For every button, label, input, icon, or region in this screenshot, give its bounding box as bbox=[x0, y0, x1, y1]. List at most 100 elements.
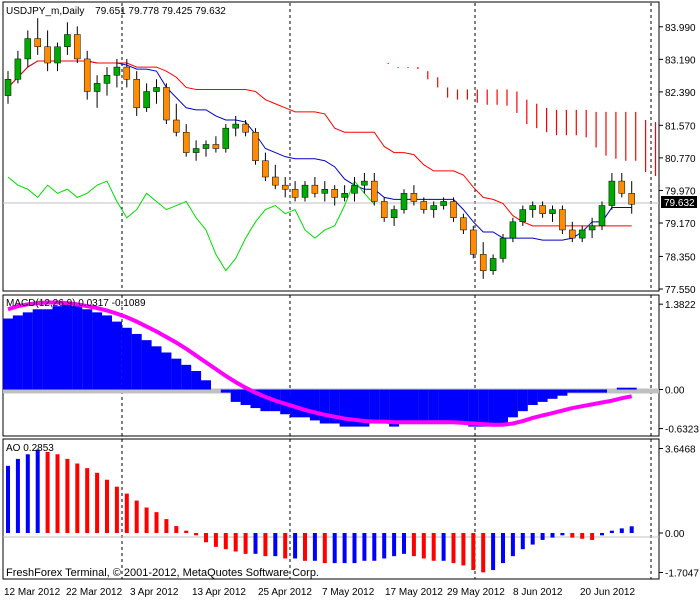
macd-bar bbox=[438, 389, 449, 421]
ao-bar bbox=[223, 533, 228, 550]
ao-bar bbox=[580, 533, 585, 539]
candle-body bbox=[14, 58, 22, 80]
macd-bar bbox=[82, 309, 93, 390]
ao-bar bbox=[65, 458, 70, 533]
price-tick-label: 83.990 bbox=[665, 23, 696, 34]
price-tick-label: 83.190 bbox=[665, 55, 696, 66]
candle-body bbox=[390, 209, 398, 218]
macd-bar bbox=[359, 389, 370, 427]
macd-bar bbox=[300, 389, 310, 418]
macd-bar bbox=[488, 389, 499, 427]
candle-body bbox=[380, 201, 388, 218]
ao-bar bbox=[213, 533, 218, 547]
price-tick-label: 82.390 bbox=[665, 88, 696, 99]
ao-bar bbox=[303, 533, 307, 561]
ao-bar bbox=[85, 468, 90, 533]
macd-bar bbox=[131, 333, 142, 390]
ao-bar bbox=[263, 533, 268, 557]
macd-bar bbox=[12, 315, 23, 390]
ao-bar bbox=[243, 533, 248, 554]
macd-bar bbox=[389, 389, 400, 427]
ao-bar bbox=[570, 533, 575, 538]
ichimoku-cloud bbox=[387, 63, 657, 177]
main-panel-frame bbox=[2, 1, 660, 292]
ao-bar bbox=[520, 533, 525, 550]
indicator-tick-label: 0.00 bbox=[665, 529, 685, 540]
macd-bar bbox=[22, 312, 33, 390]
ao-bar bbox=[184, 530, 189, 533]
ao-bar bbox=[530, 533, 535, 545]
macd-bar bbox=[141, 340, 152, 390]
candle-body bbox=[598, 205, 606, 227]
candle-body bbox=[509, 221, 517, 239]
date-tick-label: 7 May 2012 bbox=[322, 587, 375, 598]
date-tick-label: 3 Apr 2012 bbox=[130, 587, 179, 598]
indicator-tick-label: 3.6468 bbox=[665, 445, 696, 456]
candle-body bbox=[628, 193, 635, 205]
ao-bar bbox=[154, 512, 159, 533]
candle-body bbox=[74, 34, 81, 60]
price-tick-label: 79.970 bbox=[665, 186, 696, 197]
ao-bar bbox=[619, 528, 624, 533]
candle-body bbox=[93, 83, 101, 92]
ao-bar bbox=[322, 533, 327, 564]
candle-body bbox=[371, 180, 378, 202]
ao-bar bbox=[144, 507, 149, 533]
macd-bar bbox=[517, 389, 528, 412]
macd-bar bbox=[428, 389, 439, 421]
macd-bar bbox=[309, 389, 320, 421]
ichimoku-lines bbox=[7, 60, 632, 272]
date-tick-label: 12 Mar 2012 bbox=[4, 587, 61, 598]
ao-histogram bbox=[6, 449, 634, 573]
price-tick-label: 78.350 bbox=[665, 252, 696, 263]
macd-bar bbox=[32, 309, 43, 390]
macd-bar bbox=[240, 389, 251, 405]
candle-body bbox=[83, 58, 91, 92]
candle-body bbox=[470, 229, 477, 255]
macd-bar bbox=[448, 389, 459, 424]
ao-bar bbox=[372, 533, 377, 561]
macd-bar bbox=[577, 389, 588, 393]
macd-bar bbox=[191, 371, 202, 390]
macd-signal-line bbox=[7, 300, 633, 427]
ao-bar bbox=[55, 454, 60, 533]
ao-bar bbox=[540, 533, 545, 540]
ao-bar bbox=[15, 458, 20, 533]
ao-bar bbox=[194, 533, 199, 536]
macd-bar bbox=[72, 306, 83, 390]
candle-body bbox=[578, 229, 586, 239]
ao-bar bbox=[402, 533, 406, 554]
ao-bar bbox=[253, 533, 258, 554]
ao-bar bbox=[342, 533, 347, 564]
macd-bar bbox=[111, 321, 122, 390]
ao-bar bbox=[352, 533, 357, 564]
current-price-tag bbox=[661, 196, 697, 208]
candle-body bbox=[123, 66, 131, 80]
current-price-label: 79.632 bbox=[664, 198, 695, 209]
candle-body bbox=[321, 188, 329, 194]
candle-body bbox=[143, 91, 150, 109]
candle-body bbox=[588, 225, 596, 231]
macd-bar bbox=[379, 389, 390, 424]
macd-bar bbox=[171, 358, 182, 390]
candle-body bbox=[400, 193, 408, 210]
macd-title: MACD(12,26,9) 0.0317 -0.1089 bbox=[6, 298, 146, 309]
candle-body bbox=[262, 160, 269, 178]
macd-bar bbox=[498, 389, 508, 424]
macd-bar bbox=[260, 389, 271, 412]
indicator-tick-label: -1.7047 bbox=[665, 568, 699, 579]
candlesticks bbox=[4, 18, 635, 279]
indicator-tick-label: 1.3822 bbox=[665, 300, 696, 311]
ao-bar bbox=[35, 449, 40, 533]
kijun-line bbox=[7, 60, 632, 227]
macd-bar bbox=[3, 318, 13, 390]
macd-bar bbox=[121, 327, 132, 390]
ao-bar bbox=[510, 533, 515, 557]
indicator-tick-label: -0.6323 bbox=[665, 425, 699, 436]
ao-bar bbox=[174, 526, 179, 533]
candle-body bbox=[311, 184, 319, 194]
price-tick-label: 79.170 bbox=[665, 219, 696, 230]
candle-body bbox=[173, 119, 180, 133]
ao-bar bbox=[392, 533, 397, 557]
candle-body bbox=[361, 180, 368, 186]
